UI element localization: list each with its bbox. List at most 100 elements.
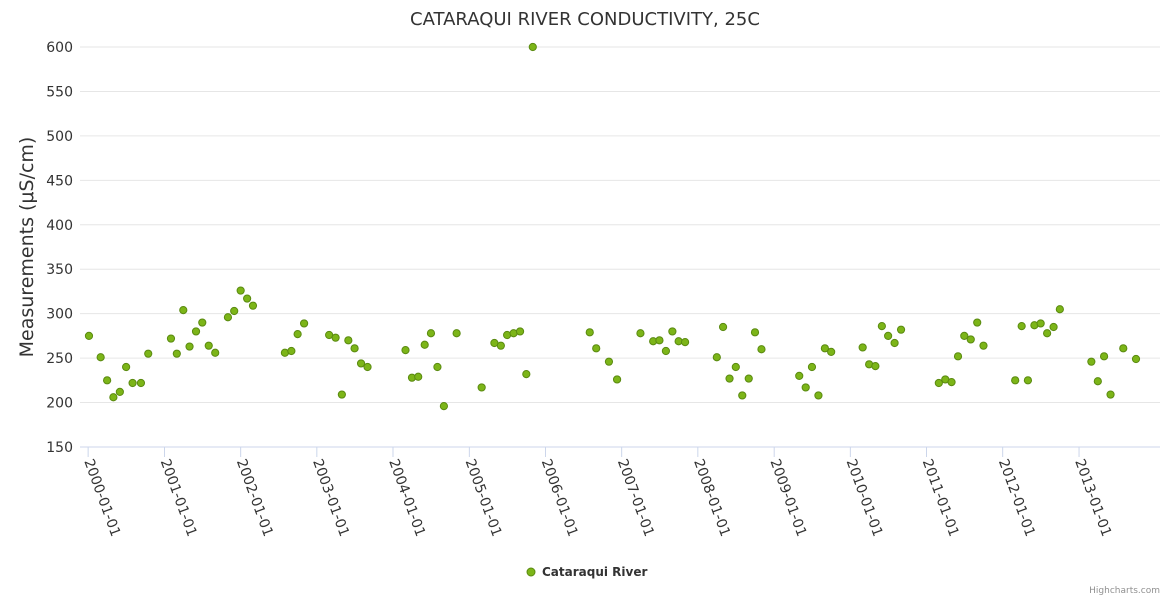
data-point-27[interactable] — [331, 333, 340, 342]
data-point-56[interactable] — [661, 346, 671, 356]
data-point-100[interactable] — [1106, 390, 1115, 399]
data-point-101[interactable] — [1119, 344, 1128, 353]
data-point-83[interactable] — [947, 378, 956, 387]
data-point-5[interactable] — [122, 362, 131, 372]
data-point-39[interactable] — [439, 402, 448, 411]
data-point-50[interactable] — [592, 344, 601, 353]
data-point-63[interactable] — [731, 362, 740, 372]
data-point-64[interactable] — [738, 391, 747, 400]
data-point-53[interactable] — [636, 329, 645, 338]
data-point-69[interactable] — [801, 383, 810, 392]
data-point-20[interactable] — [243, 294, 252, 303]
data-point-1[interactable] — [96, 353, 105, 362]
data-point-97[interactable] — [1087, 357, 1096, 366]
data-point-93[interactable] — [1036, 319, 1045, 328]
data-point-6[interactable] — [128, 378, 137, 388]
legend[interactable]: Cataraqui River — [526, 565, 647, 579]
data-point-65[interactable] — [744, 374, 753, 383]
data-point-89[interactable] — [1011, 376, 1020, 385]
data-point-49[interactable] — [585, 328, 594, 337]
x-tick-2001-01-01: 2001-01-01 — [157, 457, 200, 539]
data-point-0[interactable] — [84, 331, 94, 340]
data-point-88[interactable] — [979, 341, 988, 350]
data-point-7[interactable] — [136, 378, 146, 388]
data-point-57[interactable] — [668, 327, 677, 336]
data-point-80[interactable] — [896, 325, 906, 334]
data-point-78[interactable] — [884, 331, 893, 340]
data-point-77[interactable] — [877, 322, 886, 331]
data-point-85[interactable] — [960, 331, 969, 340]
data-point-95[interactable] — [1049, 322, 1058, 332]
data-point-55[interactable] — [655, 336, 664, 345]
data-point-23[interactable] — [287, 346, 296, 356]
data-point-87[interactable] — [973, 318, 982, 327]
data-point-79[interactable] — [890, 338, 899, 348]
data-point-29[interactable] — [344, 336, 353, 345]
data-point-40[interactable] — [452, 329, 461, 338]
data-point-91[interactable] — [1023, 376, 1033, 385]
data-point-18[interactable] — [230, 306, 239, 316]
data-point-30[interactable] — [350, 344, 359, 353]
data-point-24[interactable] — [293, 330, 302, 339]
data-point-70[interactable] — [807, 362, 817, 372]
data-point-76[interactable] — [871, 362, 880, 371]
data-point-32[interactable] — [363, 362, 372, 372]
data-point-25[interactable] — [299, 319, 309, 328]
data-point-35[interactable] — [414, 372, 423, 381]
data-point-72[interactable] — [820, 344, 829, 353]
data-point-37[interactable] — [426, 329, 436, 338]
data-point-3[interactable] — [109, 393, 118, 402]
data-point-33[interactable] — [401, 346, 410, 355]
data-point-81[interactable] — [934, 378, 943, 388]
data-point-99[interactable] — [1099, 352, 1109, 361]
legend-label[interactable]: Cataraqui River — [542, 565, 647, 579]
data-point-28[interactable] — [337, 390, 346, 399]
data-point-8[interactable] — [144, 349, 153, 358]
data-point-38[interactable] — [433, 362, 442, 372]
data-point-21[interactable] — [248, 301, 258, 310]
data-point-52[interactable] — [612, 375, 622, 384]
data-point-12[interactable] — [185, 342, 194, 351]
data-point-15[interactable] — [204, 341, 213, 350]
data-point-90[interactable] — [1017, 322, 1026, 331]
credits-link[interactable]: Highcharts.com — [1089, 586, 1160, 596]
data-point-36[interactable] — [420, 340, 429, 349]
data-point-96[interactable] — [1055, 305, 1064, 314]
data-point-98[interactable] — [1093, 377, 1102, 386]
data-point-4[interactable] — [115, 387, 124, 396]
data-point-74[interactable] — [858, 343, 867, 352]
data-point-13[interactable] — [191, 327, 201, 336]
data-point-10[interactable] — [172, 349, 181, 358]
data-point-68[interactable] — [795, 371, 804, 380]
data-point-9[interactable] — [166, 334, 176, 343]
data-point-67[interactable] — [757, 345, 766, 354]
data-point-46[interactable] — [515, 327, 525, 336]
legend-marker[interactable] — [526, 567, 536, 577]
data-point-2[interactable] — [103, 376, 112, 385]
data-point-94[interactable] — [1043, 329, 1052, 338]
data-point-73[interactable] — [827, 347, 836, 356]
data-point-43[interactable] — [496, 341, 505, 350]
y-tick-450: 450 — [46, 173, 73, 189]
data-point-19[interactable] — [236, 286, 245, 295]
data-point-71[interactable] — [814, 391, 823, 400]
data-point-16[interactable] — [211, 348, 220, 357]
y-tick-400: 400 — [46, 218, 73, 234]
data-point-17[interactable] — [223, 313, 233, 322]
data-point-66[interactable] — [750, 328, 760, 337]
data-point-14[interactable] — [198, 318, 207, 327]
data-point-31[interactable] — [356, 359, 366, 368]
data-point-60[interactable] — [712, 353, 721, 362]
data-point-41[interactable] — [477, 383, 486, 392]
data-point-47[interactable] — [522, 370, 531, 379]
data-point-59[interactable] — [681, 338, 690, 347]
data-point-86[interactable] — [966, 335, 975, 344]
data-point-61[interactable] — [718, 322, 728, 332]
data-point-102[interactable] — [1131, 354, 1141, 364]
data-point-11[interactable] — [179, 306, 188, 315]
x-tick-2010-01-01: 2010-01-01 — [843, 457, 886, 539]
data-point-51[interactable] — [604, 357, 614, 366]
data-point-48[interactable] — [528, 42, 537, 52]
data-point-62[interactable] — [725, 374, 734, 383]
data-point-84[interactable] — [953, 352, 963, 361]
